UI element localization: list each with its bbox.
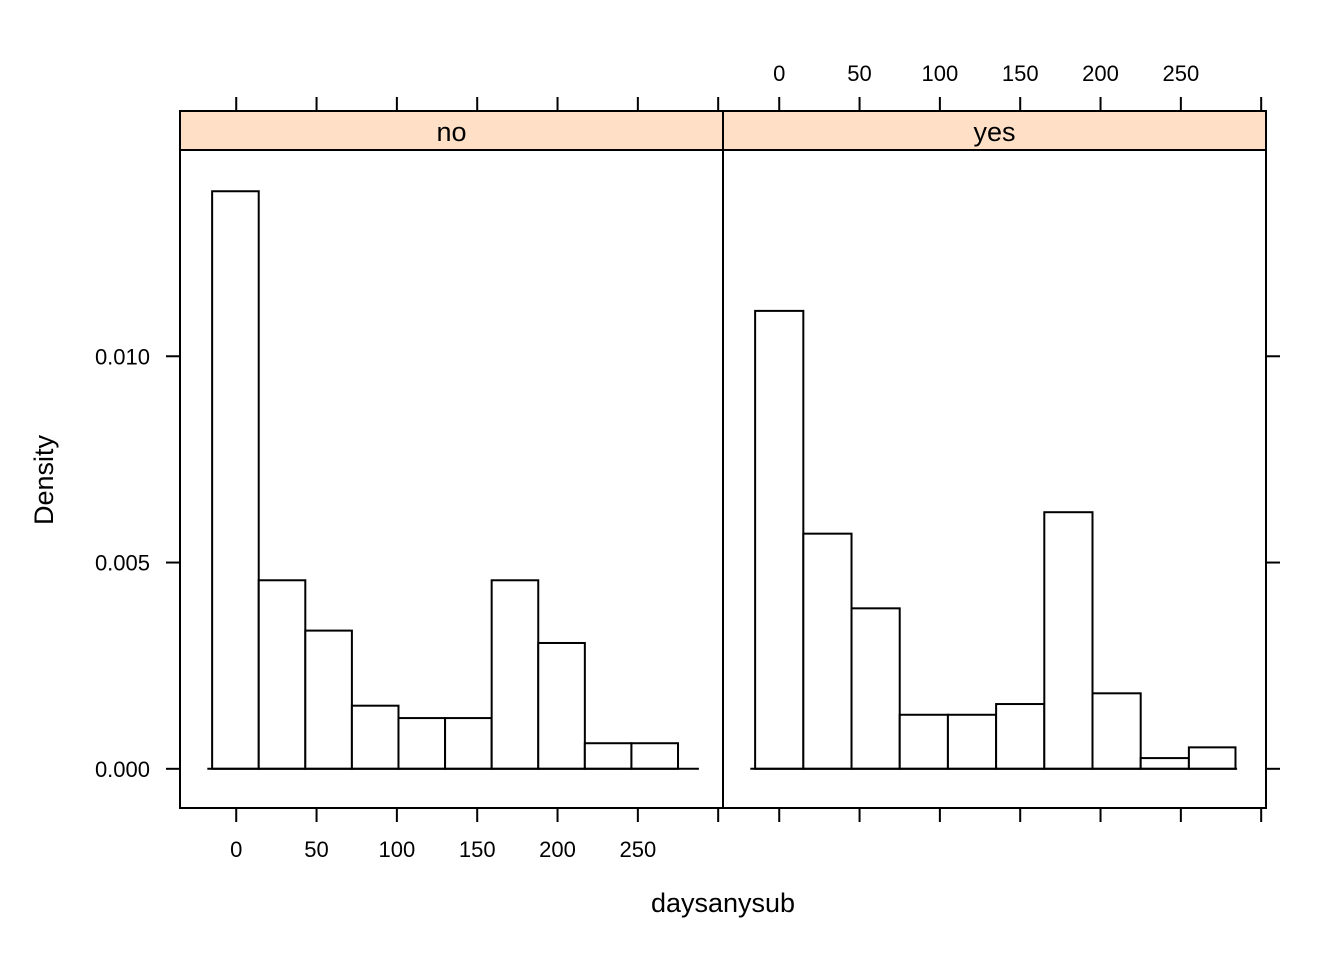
panel-no: no xyxy=(179,110,724,809)
histogram-bar xyxy=(257,579,307,770)
histogram-bar xyxy=(444,717,493,770)
histogram-bar xyxy=(630,742,680,770)
histogram-bar xyxy=(211,190,260,770)
x-tick-label: 150 xyxy=(459,837,496,862)
histogram-bar xyxy=(754,309,805,770)
x-tick-label: 250 xyxy=(619,837,656,862)
strip-label: yes xyxy=(973,117,1015,147)
histogram-bar xyxy=(350,704,400,770)
axes-group: 0 50 100 150 200 250 0 50 100 150 200 250 0.000 0.005… xyxy=(95,61,1280,862)
panels-group: no yes xyxy=(179,110,1267,809)
histogram-bar xyxy=(1139,757,1190,770)
histogram-bar xyxy=(802,532,853,770)
x-tick-label: 150 xyxy=(1002,61,1039,86)
x-tick-label: 50 xyxy=(304,837,328,862)
x-tick-label: 200 xyxy=(539,837,576,862)
histogram-bar xyxy=(397,717,447,770)
x-axis-title: daysanysub xyxy=(651,888,795,918)
histogram-bar xyxy=(304,629,353,770)
x-tick-label: 0 xyxy=(773,61,785,86)
x-tick-label: 100 xyxy=(379,837,416,862)
histogram-bar xyxy=(898,713,949,770)
histogram-bar xyxy=(995,703,1046,770)
y-tick-label: 0.005 xyxy=(95,551,150,576)
panel-yes: yes xyxy=(722,110,1267,809)
histogram-bar xyxy=(946,713,998,770)
histogram-bar xyxy=(850,607,901,770)
x-tick-label: 250 xyxy=(1162,61,1199,86)
histogram-bar xyxy=(1043,511,1094,770)
x-tick-label: 50 xyxy=(847,61,871,86)
x-tick-label: 200 xyxy=(1082,61,1119,86)
x-tick-label: 100 xyxy=(922,61,959,86)
y-tick-label: 0.000 xyxy=(95,757,150,782)
strip-label: no xyxy=(436,117,466,147)
panel-border xyxy=(722,110,1267,809)
x-tick-label: 0 xyxy=(230,837,242,862)
histogram-bar xyxy=(490,579,540,770)
histogram-bar xyxy=(583,742,633,770)
y-axis-title: Density xyxy=(29,434,59,525)
y-tick-label: 0.010 xyxy=(95,344,150,369)
histogram-bar xyxy=(1091,692,1142,770)
histogram-bar xyxy=(537,641,586,770)
histogram-bar xyxy=(1187,746,1237,770)
